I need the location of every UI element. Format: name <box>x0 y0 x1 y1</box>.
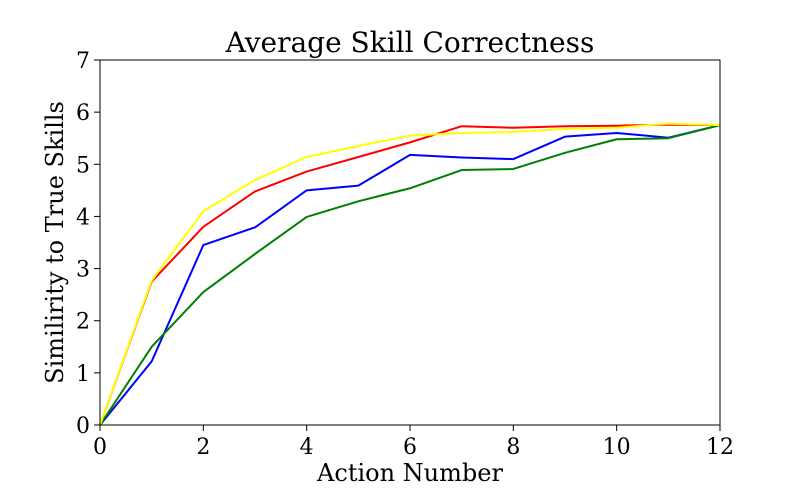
x-axis: 0 2 4 6 8 10 12 <box>93 425 734 460</box>
x-tick-label: 8 <box>506 435 520 460</box>
y-axis: 0 1 2 3 4 5 6 7 <box>76 49 100 439</box>
y-tick-label: 7 <box>76 49 90 74</box>
series-line-2 <box>99 124 721 426</box>
y-tick-label: 5 <box>76 153 90 178</box>
y-axis-label: Similirity to True Skills <box>41 101 69 384</box>
x-tick-label: 4 <box>300 435 314 460</box>
y-tick-label: 2 <box>76 310 90 335</box>
y-tick-label: 3 <box>76 258 90 283</box>
plot-frame <box>99 59 721 426</box>
x-tick-label: 10 <box>603 435 631 460</box>
y-tick-label: 1 <box>76 362 90 387</box>
x-tick-label: 6 <box>403 435 417 460</box>
series-layer <box>99 122 721 426</box>
y-tick-label: 4 <box>76 205 90 230</box>
chart-title: Average Skill Correctness <box>225 26 595 59</box>
x-tick-label: 2 <box>196 435 210 460</box>
series-line-4 <box>99 122 721 426</box>
x-tick-label: 12 <box>706 435 734 460</box>
y-tick-label: 0 <box>76 414 90 439</box>
x-axis-label: Action Number <box>316 459 503 487</box>
x-tick-label: 0 <box>93 435 107 460</box>
series-line-3 <box>99 124 721 426</box>
y-tick-label: 6 <box>76 101 90 126</box>
series-line-1 <box>99 123 721 426</box>
